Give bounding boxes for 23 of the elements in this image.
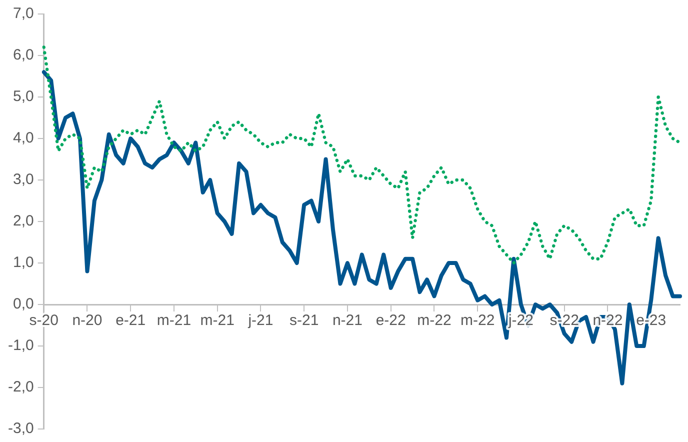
x-tick-label: e-21 [116, 312, 146, 330]
x-tick-label: m-22 [417, 312, 452, 330]
y-tick-label: 6,0 [12, 46, 34, 64]
x-tick-label: m-21 [156, 312, 192, 330]
x-tick-label: m-22 [460, 312, 495, 330]
x-tick-label: e-22 [376, 312, 406, 330]
y-tick-label: 7,0 [12, 5, 34, 22]
y-tick-label: 3,0 [12, 171, 34, 188]
y-tick-label: 0,0 [12, 296, 34, 313]
x-tick-label: n-21 [332, 312, 362, 330]
line-series [42, 46, 682, 265]
y-tick-label: 5,0 [12, 88, 34, 106]
y-tick-label: -2,0 [8, 378, 34, 396]
x-tick-label: s-21 [290, 312, 319, 330]
x-tick-label: n-20 [72, 312, 102, 330]
y-tick-label: 4,0 [12, 130, 34, 147]
x-tick-label: m-21 [200, 312, 234, 330]
x-tick-label: j-21 [247, 312, 274, 330]
y-tick-label: -1,0 [8, 337, 34, 354]
y-tick-label: -3,0 [8, 420, 34, 438]
x-tick-label: s-20 [29, 312, 58, 330]
y-tick-label: 1,0 [12, 254, 34, 272]
y-tick-label: 2,0 [12, 212, 34, 230]
